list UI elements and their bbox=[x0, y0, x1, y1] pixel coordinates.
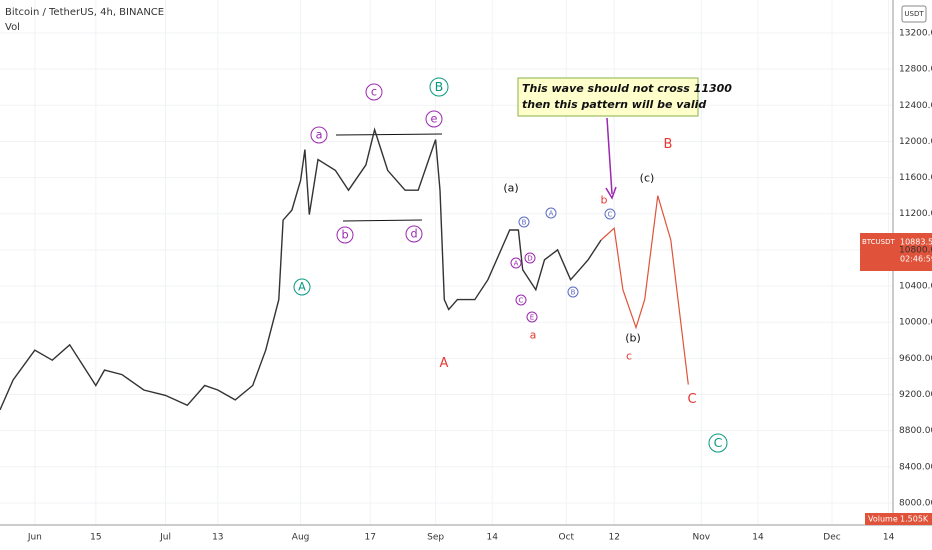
x-tick-label: Nov bbox=[693, 533, 711, 543]
wave-label: C bbox=[714, 435, 723, 450]
wave-circle bbox=[293, 278, 311, 296]
volume-label: Volume bbox=[868, 515, 898, 524]
y-tick-label: 12400.00 bbox=[899, 101, 932, 111]
arrow bbox=[606, 117, 613, 195]
symbol: BTCUSDT bbox=[862, 238, 896, 246]
x-tick-label: Jun bbox=[27, 533, 42, 543]
wave-label: A bbox=[298, 281, 306, 294]
wave-label: E bbox=[530, 314, 534, 322]
wave-label: C bbox=[519, 297, 524, 305]
y-tick-label: 9600.00 bbox=[899, 354, 932, 364]
currency-box[interactable] bbox=[901, 5, 927, 23]
y-tick-label: 8400.00 bbox=[899, 462, 932, 472]
trend-line bbox=[342, 219, 423, 222]
wave-circle bbox=[526, 311, 538, 323]
wave-label: B bbox=[435, 79, 444, 94]
y-tick-label: 13200.00 bbox=[899, 28, 932, 38]
chart-subtitle: Vol bbox=[5, 22, 20, 33]
wave-label: (c) bbox=[640, 172, 655, 185]
wave-label: d bbox=[410, 228, 417, 241]
x-tick-label: Oct bbox=[559, 533, 575, 543]
wave-circle bbox=[310, 126, 328, 144]
wave-circle bbox=[365, 83, 383, 101]
wave-label: c bbox=[371, 86, 377, 99]
y-tick-label: 8000.00 bbox=[899, 498, 932, 508]
wave-circle bbox=[524, 252, 536, 264]
y-tick-label: 11600.00 bbox=[899, 173, 932, 183]
wave-label: a bbox=[530, 329, 537, 342]
countdown: 02:46:59 bbox=[900, 255, 932, 264]
y-tick-label: 9200.00 bbox=[899, 390, 932, 400]
wave-label: a bbox=[316, 129, 323, 142]
note-box bbox=[517, 77, 699, 117]
wave-label: A bbox=[440, 356, 449, 371]
wave-label: (b) bbox=[625, 332, 641, 345]
y-tick-label: 8800.00 bbox=[899, 426, 932, 436]
currency: USDT bbox=[904, 10, 924, 18]
wave-circle bbox=[604, 208, 616, 220]
wave-circle bbox=[518, 216, 530, 228]
wave-label: D bbox=[527, 255, 532, 263]
y-tick-label: 11200.00 bbox=[899, 209, 932, 219]
y-tick-label: 10800.00 bbox=[899, 245, 932, 255]
wave-label: A bbox=[514, 260, 519, 268]
wave-label: B bbox=[571, 289, 576, 297]
x-tick-label: Dec bbox=[823, 533, 840, 543]
price-line bbox=[0, 127, 602, 411]
trend-line bbox=[335, 133, 443, 136]
wave-label: A bbox=[549, 210, 554, 218]
wave-circle bbox=[515, 294, 527, 306]
wave-circle bbox=[708, 433, 728, 453]
price-line bbox=[600, 195, 689, 385]
arrow-head bbox=[605, 186, 617, 200]
wave-circle bbox=[567, 286, 579, 298]
wave-label: e bbox=[431, 113, 438, 126]
wave-circle bbox=[429, 77, 449, 97]
x-tick-label: 14 bbox=[752, 533, 764, 543]
wave-circle bbox=[510, 257, 522, 269]
y-tick-label: 10400.00 bbox=[899, 282, 932, 292]
y-tick-label: 10000.00 bbox=[899, 318, 932, 328]
wave-label: B bbox=[664, 137, 673, 152]
note-line: then this pattern will be valid bbox=[522, 98, 706, 111]
wave-label: b bbox=[341, 229, 348, 242]
wave-label: (a) bbox=[503, 182, 518, 195]
volume-value: 1.505K bbox=[900, 515, 929, 524]
note-line: This wave should not cross 11300 bbox=[522, 82, 732, 95]
chart-title: Bitcoin / TetherUS, 4h, BINANCE bbox=[5, 7, 164, 18]
x-tick-label: 12 bbox=[608, 533, 619, 543]
wave-circle bbox=[425, 110, 443, 128]
wave-label: C bbox=[608, 211, 613, 219]
x-tick-label: 13 bbox=[212, 533, 223, 543]
y-tick-label: 12800.00 bbox=[899, 65, 932, 75]
wave-label: b bbox=[601, 194, 608, 207]
volume-tag bbox=[865, 513, 932, 525]
x-tick-label: Aug bbox=[292, 533, 310, 543]
wave-circle bbox=[545, 207, 557, 219]
wave-circle bbox=[405, 225, 423, 243]
x-tick-label: Jul bbox=[159, 533, 171, 543]
x-tick-label: 17 bbox=[365, 533, 376, 543]
wave-label: c bbox=[626, 350, 632, 363]
x-tick-label: 14 bbox=[487, 533, 499, 543]
x-tick-label: 15 bbox=[90, 533, 101, 543]
x-tick-label: Sep bbox=[427, 533, 444, 543]
x-tick-label: 14 bbox=[883, 533, 895, 543]
price-tag bbox=[860, 233, 932, 271]
wave-circle bbox=[336, 226, 354, 244]
y-tick-label: 12000.00 bbox=[899, 137, 932, 147]
wave-label: B bbox=[522, 219, 527, 227]
last-price: 10883.55 bbox=[900, 238, 932, 247]
wave-label: C bbox=[687, 392, 696, 407]
